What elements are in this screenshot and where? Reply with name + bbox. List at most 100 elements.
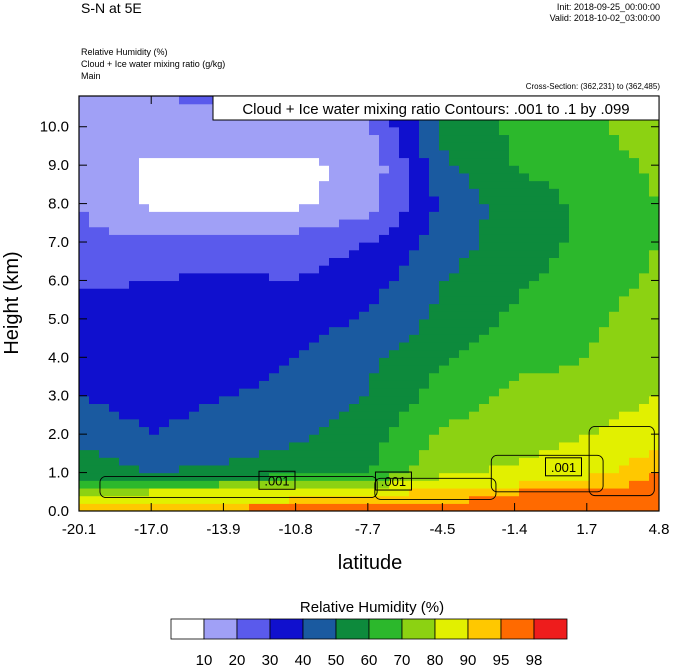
rh-cell [269, 142, 280, 151]
rh-cell [559, 126, 570, 136]
rh-cell [329, 149, 340, 159]
rh-cell [349, 203, 360, 212]
rh-cell [539, 318, 550, 328]
rh-cell [339, 349, 350, 358]
rh-cell [299, 395, 310, 405]
rh-cell [599, 464, 610, 474]
rh-cell [359, 426, 370, 435]
rh-cell [149, 357, 160, 366]
rh-cell [129, 380, 140, 389]
rh-cell [649, 249, 659, 258]
rh-cell [549, 242, 560, 251]
rh-cell [259, 280, 270, 289]
rh-cell [79, 142, 90, 151]
rh-cell [99, 203, 110, 212]
rh-cell [559, 149, 570, 159]
rh-cell [109, 357, 120, 366]
rh-cell [539, 226, 550, 235]
rh-cell [229, 265, 240, 274]
rh-cell [599, 326, 610, 335]
rh-cell [399, 311, 410, 320]
rh-cell [549, 349, 560, 358]
rh-cell [629, 211, 640, 220]
y-tick-label: 10.0 [40, 119, 69, 136]
rh-cell [489, 441, 500, 451]
rh-cell [79, 195, 90, 205]
rh-cell [109, 96, 120, 105]
rh-cell [249, 157, 260, 166]
rh-cell [229, 280, 240, 289]
rh-cell [399, 349, 410, 358]
rh-cell [439, 234, 450, 243]
rh-cell [299, 211, 310, 220]
rh-cell [349, 249, 360, 258]
rh-cell [509, 349, 520, 358]
rh-cell [499, 149, 510, 159]
rh-cell [399, 395, 410, 405]
rh-cell [509, 257, 520, 266]
rh-cell [149, 211, 160, 220]
rh-cell [79, 426, 90, 435]
rh-cell [219, 134, 230, 143]
rh-cell [389, 464, 400, 474]
rh-cell [219, 403, 230, 412]
rh-cell [489, 134, 500, 143]
rh-cell [349, 495, 360, 504]
rh-cell [499, 480, 510, 489]
rh-cell [289, 303, 300, 312]
rh-cell [229, 119, 240, 128]
rh-cell [519, 388, 530, 397]
rh-cell [179, 487, 190, 497]
rh-cell [409, 318, 420, 328]
rh-cell [539, 457, 550, 466]
rh-cell [359, 388, 370, 397]
rh-cell [619, 265, 630, 274]
rh-cell [509, 311, 520, 320]
rh-cell [179, 418, 190, 428]
rh-cell [289, 326, 300, 335]
rh-cell [449, 364, 460, 374]
rh-cell [639, 195, 650, 205]
rh-cell [529, 218, 540, 228]
rh-cell [519, 395, 530, 405]
rh-cell [219, 341, 230, 351]
rh-cell [619, 303, 630, 312]
rh-cell [319, 195, 330, 205]
rh-cell [229, 157, 240, 166]
rh-cell [169, 303, 180, 312]
rh-cell [489, 211, 500, 220]
rh-cell [419, 195, 430, 205]
rh-cell [519, 172, 530, 182]
rh-cell [599, 272, 610, 282]
rh-cell [499, 380, 510, 389]
rh-cell [109, 211, 120, 220]
rh-cell [109, 334, 120, 343]
rh-cell [649, 226, 659, 235]
rh-cell [369, 349, 380, 358]
rh-cell [379, 464, 390, 474]
rh-cell [559, 165, 570, 174]
rh-cell [269, 234, 280, 243]
rh-cell [519, 165, 530, 174]
rh-cell [209, 226, 220, 235]
rh-cell [119, 411, 130, 420]
rh-cell [109, 372, 120, 381]
rh-cell [619, 464, 630, 474]
rh-cell [559, 357, 570, 366]
rh-cell [319, 418, 330, 428]
rh-cell [319, 326, 330, 335]
rh-cell [359, 257, 370, 266]
rh-cell [559, 395, 570, 405]
rh-cell [429, 487, 440, 497]
rh-cell [579, 157, 590, 166]
rh-cell [239, 449, 250, 458]
y-tick-label: 7.0 [48, 234, 69, 251]
rh-cell [329, 334, 340, 343]
rh-cell [519, 303, 530, 312]
rh-cell [389, 411, 400, 420]
rh-cell [529, 326, 540, 335]
rh-cell [479, 280, 490, 289]
rh-cell [499, 457, 510, 466]
rh-cell [359, 272, 370, 282]
rh-cell [279, 395, 290, 405]
